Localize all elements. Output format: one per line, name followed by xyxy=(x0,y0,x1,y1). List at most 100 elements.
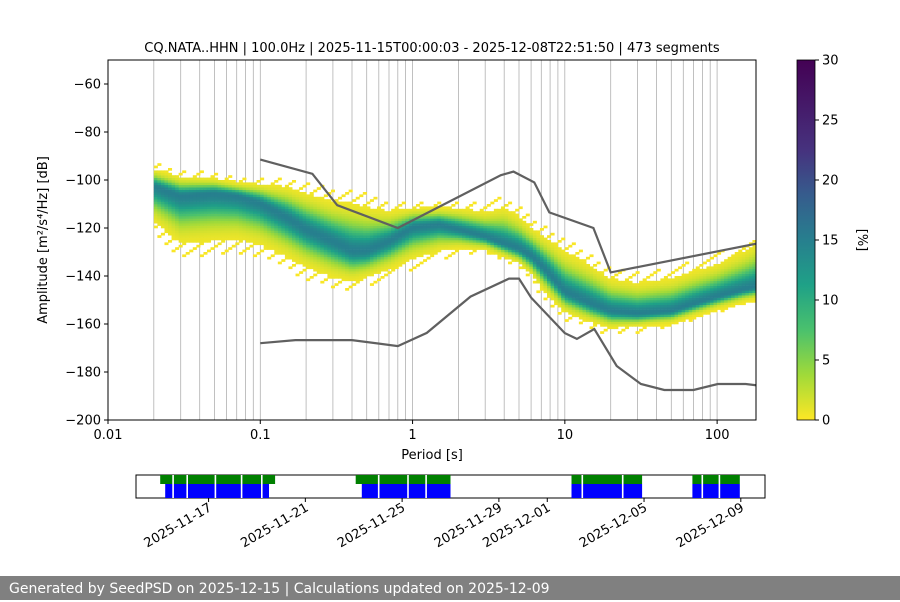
heatmap-cell xyxy=(649,312,654,315)
heatmap-cell xyxy=(738,285,743,289)
heatmap-cell xyxy=(547,240,552,243)
heatmap-cell xyxy=(306,261,311,265)
heatmap-cell xyxy=(199,211,204,214)
heatmap-cell xyxy=(157,220,162,224)
heatmap-cell xyxy=(433,237,438,241)
heatmap-cell xyxy=(525,256,530,260)
heatmap-cell xyxy=(323,235,328,238)
heatmap-cell xyxy=(681,288,686,291)
timeline-gap xyxy=(701,475,704,498)
heatmap-cell xyxy=(306,249,311,253)
heatmap-cell xyxy=(164,196,169,200)
heatmap-cell xyxy=(571,292,576,296)
heatmap-cell xyxy=(362,223,367,226)
heatmap-cell xyxy=(667,285,672,289)
heatmap-cell xyxy=(199,189,204,193)
heatmap-cell xyxy=(674,319,679,322)
heatmap-cell xyxy=(568,302,573,306)
heatmap-cell xyxy=(596,288,601,291)
heatmap-cell xyxy=(458,218,463,222)
heatmap-cell xyxy=(185,213,190,217)
heatmap-cell xyxy=(532,244,537,248)
heatmap-cell xyxy=(270,230,275,234)
heatmap-cell xyxy=(253,204,258,207)
heatmap-cell xyxy=(352,206,357,210)
heatmap-cell xyxy=(199,184,204,188)
heatmap-cell xyxy=(203,235,208,238)
heatmap-cell xyxy=(398,259,403,262)
heatmap-cell xyxy=(564,247,569,250)
heatmap-cell xyxy=(543,240,548,243)
heatmap-cell xyxy=(352,259,357,262)
heatmap-cell xyxy=(578,297,583,301)
heatmap-cell xyxy=(571,309,576,313)
heatmap-cell xyxy=(302,259,307,262)
timeline-gap xyxy=(240,475,243,498)
heatmap-cell xyxy=(182,194,187,198)
heatmap-cell xyxy=(724,264,729,267)
heatmap-cell xyxy=(267,230,272,234)
heatmap-cell xyxy=(511,247,516,250)
heatmap-cell xyxy=(267,232,272,236)
heatmap-cell xyxy=(359,228,364,231)
heatmap-cell xyxy=(245,208,250,212)
heatmap-cell xyxy=(320,211,325,214)
heatmap-cell xyxy=(299,237,304,241)
heatmap-cell xyxy=(585,304,591,308)
heatmap-cell xyxy=(571,312,576,315)
heatmap-cell xyxy=(593,290,598,294)
heatmap-cell xyxy=(454,211,459,214)
heatmap-cell xyxy=(224,213,229,217)
heatmap-cell xyxy=(525,223,530,226)
heatmap-cell xyxy=(741,268,746,272)
heatmap-cell xyxy=(423,235,428,238)
heatmap-cell xyxy=(720,278,725,282)
heatmap-cell xyxy=(160,175,165,178)
y-tick-label: −120 xyxy=(65,222,101,237)
heatmap-cell xyxy=(408,230,413,234)
heatmap-cell xyxy=(724,273,729,277)
heatmap-cell xyxy=(405,225,410,229)
heatmap-cell xyxy=(238,184,243,188)
heatmap-cell xyxy=(557,300,562,303)
y-tick-label: −200 xyxy=(65,414,101,429)
heatmap-cell xyxy=(522,240,527,243)
heatmap-cell xyxy=(596,302,601,306)
heatmap-cell xyxy=(330,264,335,267)
heatmap-cell xyxy=(621,307,626,310)
heatmap-cell xyxy=(699,290,704,294)
heatmap-cell xyxy=(320,230,325,234)
heatmap-cell xyxy=(376,252,382,255)
heatmap-cell xyxy=(291,216,297,219)
heatmap-cell xyxy=(518,235,523,238)
heatmap-cell xyxy=(646,307,651,310)
heatmap-cell xyxy=(224,237,229,241)
heatmap-cell xyxy=(203,237,208,241)
heatmap-cell xyxy=(582,319,587,322)
heatmap-cell xyxy=(160,180,165,183)
heatmap-cell xyxy=(437,223,442,226)
heatmap-cell xyxy=(238,223,243,226)
heatmap-cell xyxy=(543,271,548,274)
heatmap-cell xyxy=(483,230,488,234)
heatmap-cell xyxy=(245,220,250,224)
heatmap-cell xyxy=(741,261,746,265)
heatmap-cell xyxy=(500,254,506,258)
heatmap-cell xyxy=(221,182,226,186)
heatmap-cell xyxy=(355,268,360,272)
heatmap-cell xyxy=(678,307,683,310)
heatmap-cell xyxy=(515,218,520,222)
heatmap-cell xyxy=(168,168,173,171)
heatmap-cell xyxy=(359,211,364,214)
heatmap-cell xyxy=(582,314,587,318)
heatmap-cell xyxy=(284,249,289,253)
heatmap-cell xyxy=(504,211,509,214)
heatmap-cell xyxy=(674,314,679,318)
heatmap-cell xyxy=(231,187,236,190)
heatmap-cell xyxy=(196,220,201,224)
heatmap-cell xyxy=(571,295,576,298)
heatmap-cell xyxy=(366,237,371,241)
heatmap-cell xyxy=(415,247,420,250)
heatmap-cell xyxy=(171,194,176,198)
heatmap-cell xyxy=(341,268,346,272)
